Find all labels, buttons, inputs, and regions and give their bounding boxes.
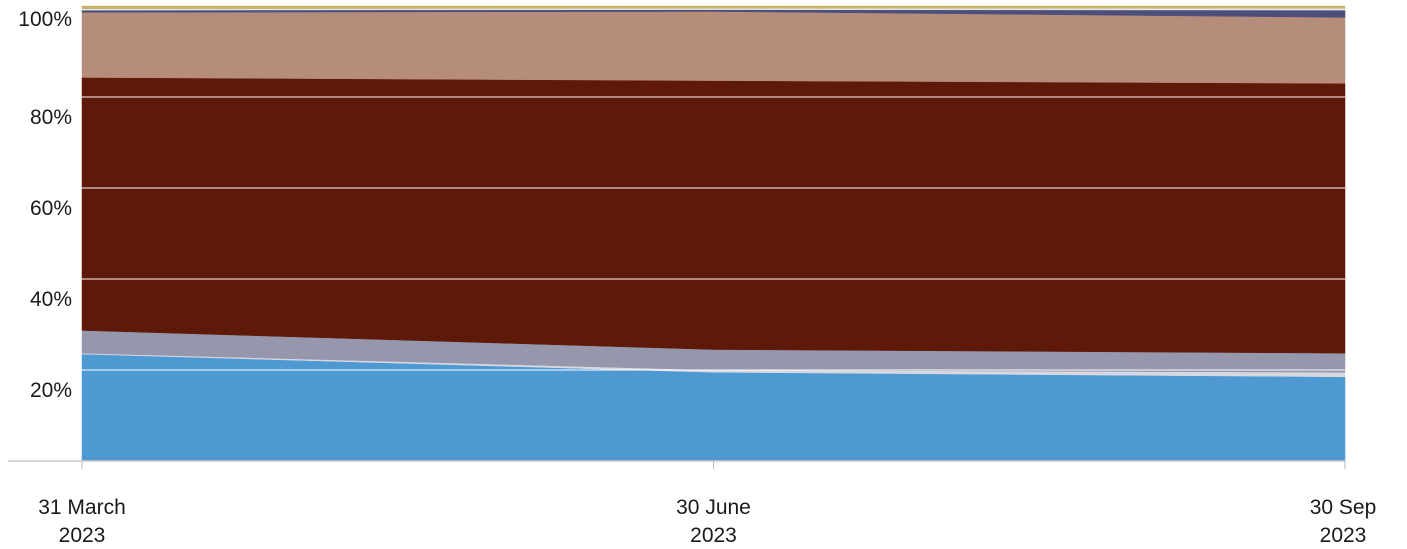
series-areas — [81, 5, 1346, 462]
y-tick-label: 80% — [30, 106, 72, 129]
x-tick-label-year: 2023 — [1320, 524, 1367, 547]
x-tick-label: 31 March — [38, 496, 126, 519]
x-tick-label-year: 2023 — [690, 524, 737, 547]
y-tick-label: 40% — [30, 288, 72, 311]
area-series-4 — [81, 77, 1346, 354]
area-series-8 — [81, 5, 1346, 9]
x-axis-ticks: 31 March 2023 30 June 2023 30 Sep 2023 — [38, 461, 1376, 547]
y-tick-label: 20% — [30, 379, 72, 402]
x-tick-label: 30 Sep — [1310, 496, 1377, 519]
x-tick-label: 30 June — [676, 496, 751, 519]
y-tick-label: 100% — [18, 8, 72, 31]
area-series-5 — [81, 11, 1346, 84]
y-axis-ticks: 20% 40% 60% 80% 100% — [18, 8, 72, 402]
x-tick-label-year: 2023 — [59, 524, 106, 547]
gridlines — [8, 96, 1345, 462]
y-tick-label: 60% — [30, 197, 72, 220]
